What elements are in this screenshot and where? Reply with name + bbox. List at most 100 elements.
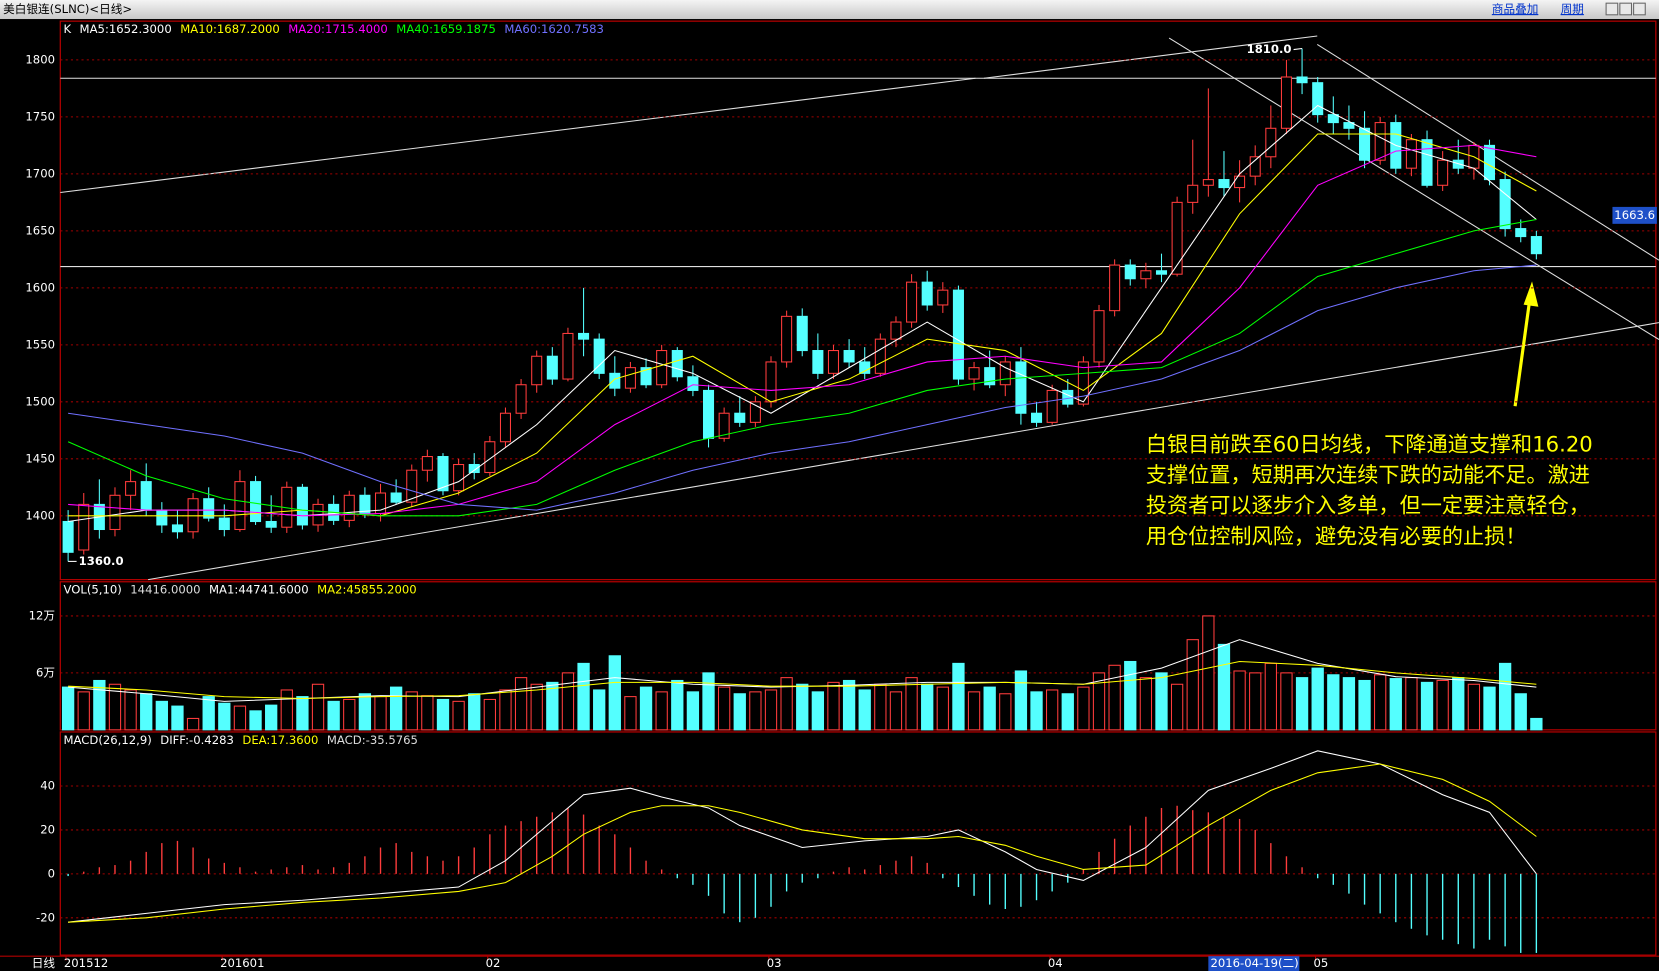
volume-bar — [796, 683, 809, 731]
x-tick-label: 04 — [1048, 956, 1063, 970]
period-button[interactable]: 周期 — [1561, 2, 1584, 16]
footer-label: 日线 — [32, 956, 56, 970]
window-button[interactable] — [1605, 2, 1619, 16]
volume-bar — [483, 698, 497, 731]
candle-body — [515, 384, 527, 414]
candle-body — [1062, 389, 1074, 405]
candle-body — [437, 456, 449, 492]
volume-bar — [108, 683, 122, 731]
candle-body — [656, 350, 668, 386]
volume-bar — [780, 677, 793, 731]
candle-body — [890, 321, 902, 340]
candle-body — [203, 498, 215, 519]
volume-bar — [983, 686, 996, 731]
price-panel-frame — [59, 20, 1657, 581]
candle-body — [1483, 144, 1496, 181]
volume-bar — [655, 691, 668, 731]
volume-bar — [827, 681, 840, 731]
candle-body — [640, 367, 652, 386]
volume-bar — [1046, 689, 1059, 731]
candle-body — [1374, 122, 1386, 161]
volume-bar — [186, 717, 200, 731]
macd-panel-frame — [59, 731, 1657, 956]
channel-line — [983, 35, 1318, 79]
volume-bar — [1155, 672, 1168, 731]
channel-line — [60, 77, 976, 194]
volume-bar — [639, 686, 653, 731]
candle-body — [499, 412, 511, 443]
volume-bar — [671, 679, 684, 731]
candle-body — [1437, 159, 1449, 186]
candle-body — [1249, 156, 1261, 177]
candle-body — [859, 361, 871, 374]
volume-bar — [749, 691, 762, 731]
candle-body — [937, 289, 949, 306]
volume-bar — [1389, 678, 1402, 731]
volume-bar — [889, 691, 903, 731]
volume-bar — [468, 693, 481, 731]
volume-bar — [140, 693, 153, 731]
candle-body — [765, 361, 777, 403]
legend-entry: 14416.0000 — [130, 583, 200, 597]
y-tick-label: 1600 — [25, 280, 55, 294]
indicator-line — [68, 750, 1537, 923]
candle-body — [1530, 236, 1542, 255]
candle-body — [1046, 389, 1058, 423]
last-price-label: 1663.6 — [1614, 208, 1655, 222]
volume-bar — [514, 677, 528, 731]
overlay-button[interactable]: 商品叠加 — [1492, 2, 1539, 16]
volume-bar — [1077, 686, 1090, 731]
legend-entry: MA20:1715.4000 — [288, 22, 388, 36]
volume-bar — [1436, 679, 1449, 731]
volume-bar — [296, 696, 309, 731]
volume-bar — [233, 705, 247, 731]
candle-body — [749, 401, 761, 423]
volume-bar — [452, 700, 465, 731]
legend-entry: MA10:1687.2000 — [180, 22, 280, 36]
candle-body — [468, 463, 480, 474]
volume-bar — [1295, 677, 1309, 731]
volume-bar — [61, 686, 75, 731]
legend-entry: MA1:44741.6000 — [209, 583, 309, 597]
annotation-text: 投资者可以逐步介入多单，但一定要注意轻仓， — [1146, 493, 1590, 518]
candle-body — [562, 332, 574, 380]
candle-body — [671, 350, 683, 378]
y-tick-label: 1450 — [25, 451, 55, 465]
legend-entry: DEA:17.3600 — [242, 733, 318, 747]
volume-bar — [764, 689, 778, 731]
legend-entry: VOL(5,10) — [63, 583, 121, 597]
volume-bar — [733, 693, 746, 731]
candle-body — [624, 367, 636, 389]
legend-entry: MACD(26,12,9) — [63, 733, 151, 747]
volume-bar — [1530, 717, 1543, 731]
volume-bar — [1374, 674, 1387, 731]
volume-bar — [1405, 677, 1418, 731]
candle-body — [1405, 139, 1417, 169]
volume-bar — [1280, 672, 1293, 731]
volume-bar — [1498, 662, 1512, 731]
candle-body — [952, 289, 964, 380]
candle-body — [1280, 76, 1292, 129]
volume-bar — [1342, 677, 1356, 731]
candle-body — [343, 494, 355, 521]
candle-body — [296, 486, 308, 526]
indicator-line — [68, 660, 1537, 700]
volume-bar — [1249, 672, 1262, 731]
y-tick-label: -20 — [36, 910, 55, 924]
window-button[interactable] — [1633, 2, 1646, 16]
volume-bar — [530, 683, 543, 731]
candle-body — [1312, 82, 1324, 116]
candle-body — [546, 355, 558, 380]
y-tick-label: 40 — [40, 778, 55, 792]
x-tick-label: 201601 — [220, 956, 264, 970]
candle-body — [421, 456, 433, 471]
candle-body — [1093, 310, 1105, 363]
candle-body — [390, 492, 402, 503]
candle-body — [999, 361, 1011, 386]
candle-body — [406, 469, 418, 503]
volume-bar — [593, 689, 606, 731]
window-button[interactable] — [1619, 2, 1633, 16]
y-tick-label: 1500 — [25, 394, 55, 408]
cursor-date-label: 2016-04-19(二) — [1210, 956, 1298, 970]
volume-bar — [171, 705, 184, 731]
